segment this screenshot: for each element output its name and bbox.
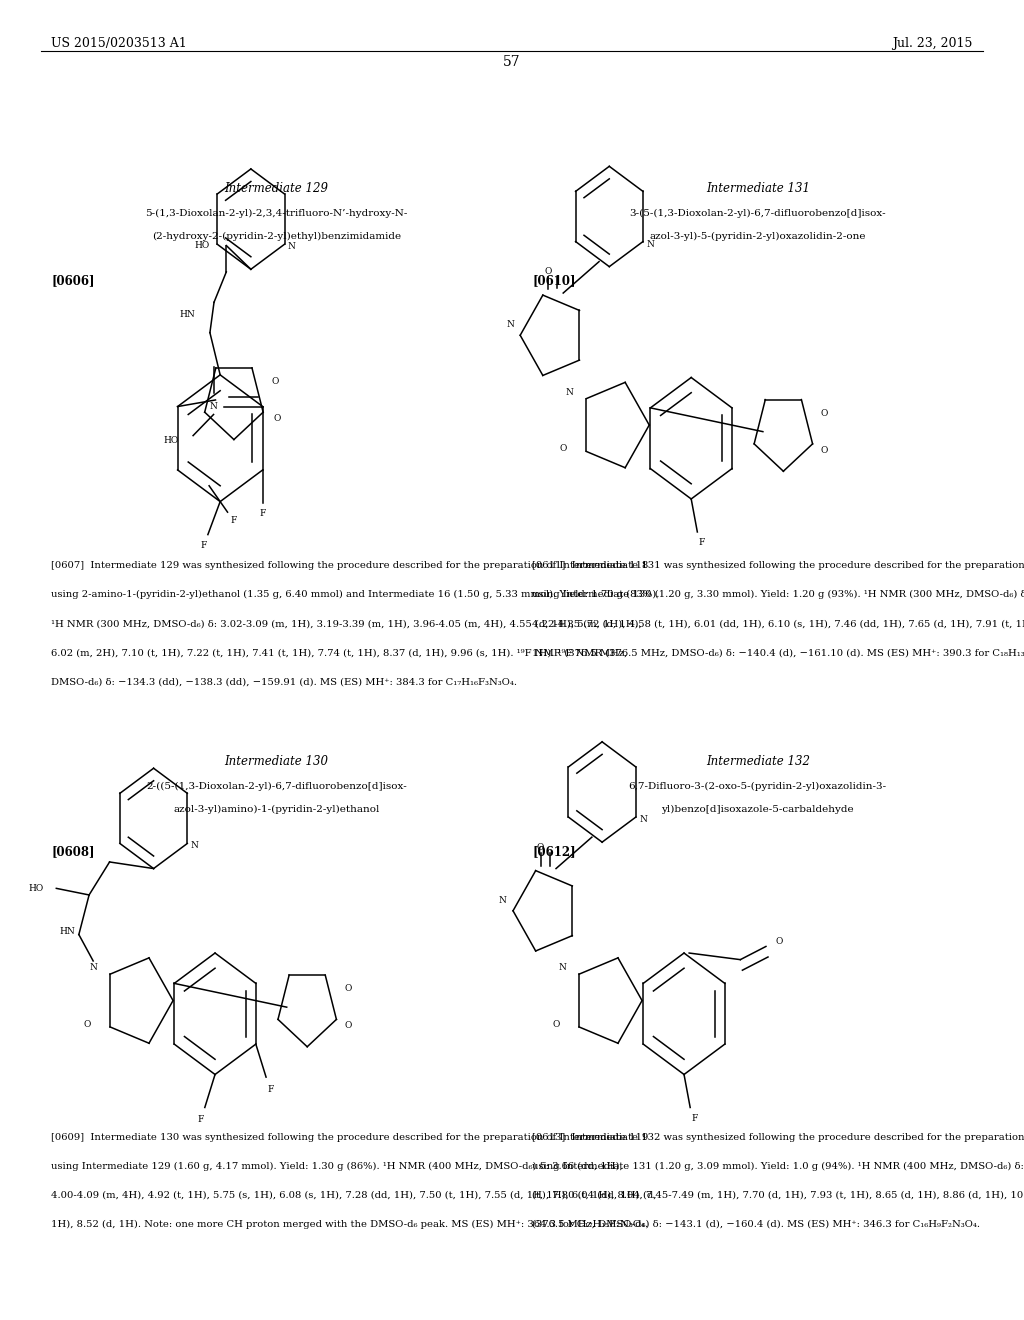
- Text: HO: HO: [195, 242, 210, 249]
- Text: Intermediate 132: Intermediate 132: [706, 755, 810, 768]
- Text: O: O: [344, 985, 352, 993]
- Text: [0613]  Intermediate 132 was synthesized following the procedure described for t: [0613] Intermediate 132 was synthesized …: [532, 1133, 1024, 1142]
- Text: yl)benzo[d]isoxazole-5-carbaldehyde: yl)benzo[d]isoxazole-5-carbaldehyde: [662, 805, 854, 814]
- Text: Intermediate 131: Intermediate 131: [706, 182, 810, 195]
- Text: [0612]: [0612]: [532, 845, 577, 858]
- Text: F: F: [198, 1115, 204, 1123]
- Text: using Intermediate 131 (1.20 g, 3.09 mmol). Yield: 1.0 g (94%). ¹H NMR (400 MHz,: using Intermediate 131 (1.20 g, 3.09 mmo…: [532, 1162, 1024, 1171]
- Text: 1H), 8.52 (d, 1H). Note: one more CH proton merged with the DMSO-d₆ peak. MS (ES: 1H), 8.52 (d, 1H). Note: one more CH pro…: [51, 1220, 648, 1229]
- Text: HN: HN: [59, 928, 75, 936]
- Text: (376.5 MHz, DMSO-d₆) δ: −143.1 (d), −160.4 (d). MS (ES) MH⁺: 346.3 for C₁₆H₉F₂N₃: (376.5 MHz, DMSO-d₆) δ: −143.1 (d), −160…: [532, 1220, 981, 1229]
- Text: F: F: [691, 1114, 697, 1122]
- Text: O: O: [344, 1022, 352, 1030]
- Text: 5-(1,3-Dioxolan-2-yl)-2,3,4-trifluoro-N’-hydroxy-N-: 5-(1,3-Dioxolan-2-yl)-2,3,4-trifluoro-N’…: [145, 209, 408, 218]
- Text: ¹H NMR (300 MHz, DMSO-d₆) δ: 3.02-3.09 (m, 1H), 3.19-3.39 (m, 1H), 3.96-4.05 (m,: ¹H NMR (300 MHz, DMSO-d₆) δ: 3.02-3.09 (…: [51, 619, 642, 628]
- Text: [0607]  Intermediate 129 was synthesized following the procedure described for t: [0607] Intermediate 129 was synthesized …: [51, 561, 648, 570]
- Text: 4.22-4.35 (m, 1H), 4.58 (t, 1H), 6.01 (dd, 1H), 6.10 (s, 1H), 7.46 (dd, 1H), 7.6: 4.22-4.35 (m, 1H), 4.58 (t, 1H), 6.01 (d…: [532, 619, 1024, 628]
- Text: azol-3-yl)amino)-1-(pyridin-2-yl)ethanol: azol-3-yl)amino)-1-(pyridin-2-yl)ethanol: [173, 805, 380, 814]
- Text: N: N: [506, 321, 514, 329]
- Text: O: O: [83, 1020, 91, 1028]
- Text: US 2015/0203513 A1: US 2015/0203513 A1: [51, 37, 187, 50]
- Text: using Intermediate 129 (1.60 g, 4.17 mmol). Yield: 1.30 g (86%). ¹H NMR (400 MHz: using Intermediate 129 (1.60 g, 4.17 mmo…: [51, 1162, 623, 1171]
- Text: O: O: [559, 445, 567, 453]
- Text: [0608]: [0608]: [51, 845, 94, 858]
- Text: [0610]: [0610]: [532, 275, 575, 288]
- Text: 2-((5-(1,3-Dioxolan-2-yl)-6,7-difluorobenzo[d]isox-: 2-((5-(1,3-Dioxolan-2-yl)-6,7-difluorobe…: [146, 781, 407, 791]
- Text: 6,7-Difluoro-3-(2-oxo-5-(pyridin-2-yl)oxazolidin-3-: 6,7-Difluoro-3-(2-oxo-5-(pyridin-2-yl)ox…: [629, 781, 887, 791]
- Text: O: O: [820, 409, 828, 417]
- Text: Intermediate 129: Intermediate 129: [224, 182, 329, 195]
- Text: O: O: [820, 446, 828, 454]
- Text: 3-(5-(1,3-Dioxolan-2-yl)-6,7-difluorobenzo[d]isox-: 3-(5-(1,3-Dioxolan-2-yl)-6,7-difluoroben…: [630, 209, 886, 218]
- Text: 4.00-4.09 (m, 4H), 4.92 (t, 1H), 5.75 (s, 1H), 6.08 (s, 1H), 7.28 (dd, 1H), 7.50: 4.00-4.09 (m, 4H), 4.92 (t, 1H), 5.75 (s…: [51, 1191, 656, 1200]
- Text: N: N: [89, 964, 97, 972]
- Text: HO: HO: [29, 884, 44, 892]
- Text: O: O: [775, 937, 783, 945]
- Text: O: O: [537, 843, 545, 851]
- Text: using Intermediate 130 (1.20 g, 3.30 mmol). Yield: 1.20 g (93%). ¹H NMR (300 MHz: using Intermediate 130 (1.20 g, 3.30 mmo…: [532, 590, 1024, 599]
- Text: HN: HN: [180, 310, 196, 318]
- Text: 6.02 (m, 2H), 7.10 (t, 1H), 7.22 (t, 1H), 7.41 (t, 1H), 7.74 (t, 1H), 8.37 (d, 1: 6.02 (m, 2H), 7.10 (t, 1H), 7.22 (t, 1H)…: [51, 648, 628, 657]
- Text: (2-hydroxy-2-(pyridin-2-yl)ethyl)benzimidamide: (2-hydroxy-2-(pyridin-2-yl)ethyl)benzimi…: [152, 232, 401, 242]
- Text: F: F: [259, 510, 266, 517]
- Text: DMSO-d₆) δ: −134.3 (dd), −138.3 (dd), −159.91 (d). MS (ES) MH⁺: 384.3 for C₁₇H₁₆: DMSO-d₆) δ: −134.3 (dd), −138.3 (dd), −1…: [51, 677, 517, 686]
- Text: O: O: [544, 268, 552, 276]
- Text: 57: 57: [503, 55, 521, 70]
- Text: Intermediate 130: Intermediate 130: [224, 755, 329, 768]
- Text: [0609]  Intermediate 130 was synthesized following the procedure described for t: [0609] Intermediate 130 was synthesized …: [51, 1133, 648, 1142]
- Text: N: N: [210, 403, 217, 411]
- Text: N: N: [558, 964, 566, 972]
- Text: F: F: [267, 1085, 273, 1093]
- Text: (t, 1H), 6.04 (dd, 1H), 7.45-7.49 (m, 1H), 7.70 (d, 1H), 7.93 (t, 1H), 8.65 (d, : (t, 1H), 6.04 (dd, 1H), 7.45-7.49 (m, 1H…: [532, 1191, 1024, 1200]
- Text: F: F: [698, 539, 705, 546]
- Text: [0606]: [0606]: [51, 275, 94, 288]
- Text: azol-3-yl)-5-(pyridin-2-yl)oxazolidin-2-one: azol-3-yl)-5-(pyridin-2-yl)oxazolidin-2-…: [649, 232, 866, 242]
- Text: using 2-amino-1-(pyridin-2-yl)ethanol (1.35 g, 6.40 mmol) and Intermediate 16 (1: using 2-amino-1-(pyridin-2-yl)ethanol (1…: [51, 590, 659, 599]
- Text: 1H). ¹⁹F NMR (376.5 MHz, DMSO-d₆) δ: −140.4 (d), −161.10 (d). MS (ES) MH⁺: 390.3: 1H). ¹⁹F NMR (376.5 MHz, DMSO-d₆) δ: −14…: [532, 648, 1024, 657]
- Text: N: N: [639, 814, 647, 824]
- Text: O: O: [552, 1020, 560, 1028]
- Text: N: N: [288, 242, 296, 251]
- Text: F: F: [201, 541, 207, 549]
- Text: Jul. 23, 2015: Jul. 23, 2015: [893, 37, 973, 50]
- Text: F: F: [230, 516, 237, 524]
- Text: HO: HO: [164, 437, 179, 445]
- Text: O: O: [271, 378, 279, 385]
- Text: N: N: [646, 239, 654, 248]
- Text: N: N: [190, 841, 199, 850]
- Text: [0611]  Intermediate 131 was synthesized following the procedure described for t: [0611] Intermediate 131 was synthesized …: [532, 561, 1024, 570]
- Text: N: N: [499, 896, 507, 904]
- Text: N: N: [565, 388, 573, 396]
- Text: O: O: [273, 414, 281, 422]
